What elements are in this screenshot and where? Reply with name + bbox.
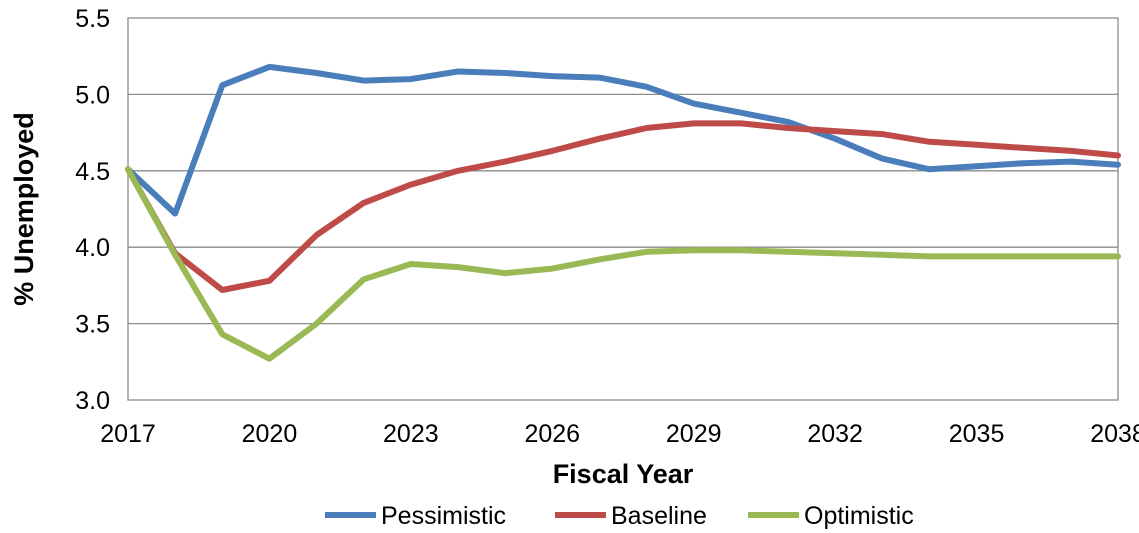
legend-label-optimistic: Optimistic	[804, 502, 914, 530]
y-axis-title: % Unemployed	[9, 112, 39, 306]
series-lines	[125, 63, 1121, 362]
x-axis-tick-labels: 2017 2020 2023 2026 2029 2032 2035 2038	[100, 420, 1139, 448]
x-tick-label: 2020	[242, 420, 298, 448]
series-line-pessimistic	[125, 63, 1121, 217]
x-tick-label: 2023	[383, 420, 439, 448]
y-tick-label: 5.5	[75, 5, 110, 33]
x-tick-label: 2017	[100, 420, 156, 448]
x-tick-label: 2029	[666, 420, 722, 448]
x-tick-label: 2038	[1090, 420, 1139, 448]
x-axis-title: Fiscal Year	[553, 459, 694, 489]
y-tick-label: 3.0	[75, 387, 110, 415]
series-line-baseline	[125, 120, 1121, 293]
series-line-optimistic	[125, 166, 1121, 362]
y-tick-label: 3.5	[75, 311, 110, 339]
legend-label-pessimistic: Pessimistic	[381, 502, 506, 530]
y-tick-label: 4.5	[75, 158, 110, 186]
legend-label-baseline: Baseline	[611, 502, 707, 530]
y-tick-label: 5.0	[75, 81, 110, 109]
legend: Pessimistic Baseline Optimistic	[325, 502, 914, 530]
gridlines	[128, 93, 1118, 325]
x-tick-label: 2032	[807, 420, 863, 448]
y-tick-label: 4.0	[75, 234, 110, 262]
x-tick-label: 2035	[949, 420, 1005, 448]
plot-area	[127, 17, 1119, 401]
x-tick-label: 2026	[524, 420, 580, 448]
y-axis-tick-labels: 3.0 3.5 4.0 4.5 5.0 5.5	[75, 5, 110, 415]
